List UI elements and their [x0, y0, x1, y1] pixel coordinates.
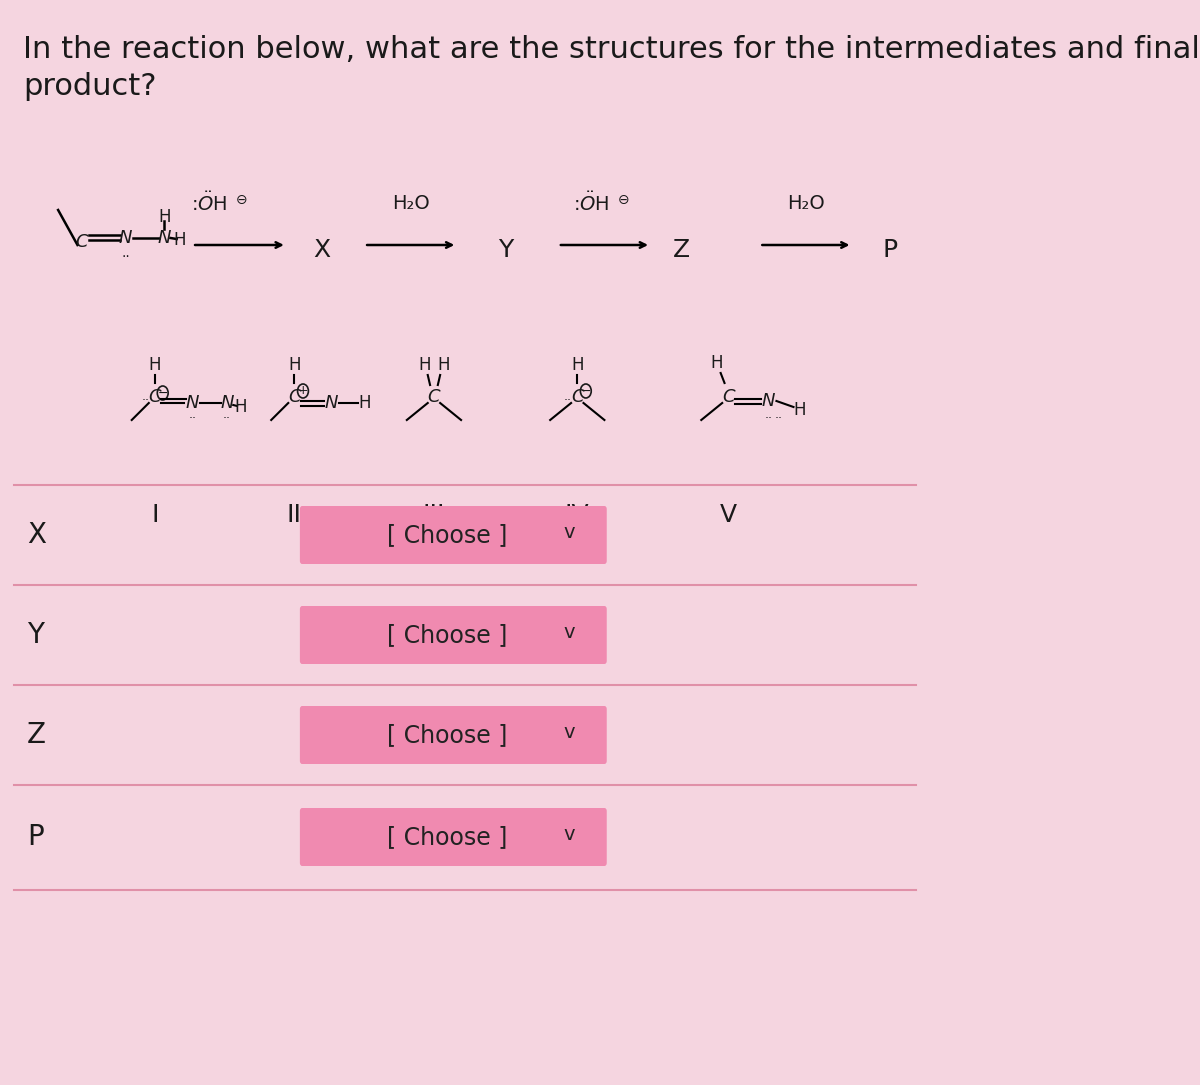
Text: V: V: [720, 503, 737, 527]
Text: product?: product?: [23, 72, 157, 101]
Text: C: C: [571, 388, 583, 406]
Text: [ Choose ]: [ Choose ]: [388, 723, 508, 746]
Text: C: C: [722, 388, 734, 406]
Text: H: H: [158, 208, 170, 226]
Text: IV: IV: [565, 503, 589, 527]
FancyBboxPatch shape: [300, 706, 607, 764]
Text: ..: ..: [564, 391, 572, 404]
Text: H: H: [571, 356, 583, 374]
Text: H₂O: H₂O: [392, 194, 430, 213]
Text: H: H: [174, 231, 186, 248]
Text: ..: ..: [121, 246, 130, 260]
Text: Y: Y: [498, 238, 512, 261]
Text: [ Choose ]: [ Choose ]: [388, 523, 508, 547]
Text: C: C: [76, 233, 88, 251]
Text: :$\ddot{O}$H: :$\ddot{O}$H: [572, 191, 610, 215]
Text: v: v: [564, 624, 575, 642]
Text: ..: ..: [142, 391, 150, 404]
Text: [ Choose ]: [ Choose ]: [388, 623, 508, 647]
Text: −: −: [581, 384, 592, 397]
Text: −: −: [157, 386, 168, 399]
Text: H: H: [358, 394, 371, 412]
Text: P: P: [882, 238, 898, 261]
Text: H₂O: H₂O: [787, 194, 824, 213]
Text: [ Choose ]: [ Choose ]: [388, 825, 508, 848]
Text: v: v: [564, 724, 575, 742]
Text: ⊖: ⊖: [235, 193, 247, 207]
Text: H: H: [288, 356, 301, 374]
Text: H: H: [419, 356, 431, 374]
Text: H: H: [710, 354, 724, 372]
Text: +: +: [298, 384, 308, 397]
Text: ..: ..: [764, 408, 773, 421]
Text: :$\ddot{O}$H: :$\ddot{O}$H: [191, 191, 228, 215]
Text: N: N: [186, 394, 199, 412]
Text: II: II: [287, 503, 302, 527]
Text: C: C: [427, 388, 440, 406]
Text: N: N: [221, 394, 234, 412]
Text: N: N: [157, 229, 172, 247]
FancyBboxPatch shape: [300, 808, 607, 866]
Text: P: P: [28, 824, 44, 851]
Text: Z: Z: [673, 238, 690, 261]
Text: ..: ..: [775, 408, 782, 421]
Text: H: H: [234, 398, 246, 416]
Text: H: H: [149, 356, 161, 374]
Text: Y: Y: [28, 621, 44, 649]
Text: Z: Z: [28, 722, 46, 749]
Text: v: v: [564, 826, 575, 844]
Text: N: N: [324, 394, 337, 412]
Text: In the reaction below, what are the structures for the intermediates and final: In the reaction below, what are the stru…: [23, 35, 1200, 64]
Text: N: N: [762, 392, 775, 410]
Text: H: H: [437, 356, 450, 374]
Text: ..: ..: [223, 408, 232, 421]
Text: v: v: [564, 523, 575, 542]
Text: X: X: [313, 238, 330, 261]
Text: ⊖: ⊖: [618, 193, 629, 207]
FancyBboxPatch shape: [300, 506, 607, 564]
Text: ..: ..: [188, 408, 196, 421]
Text: H: H: [793, 401, 806, 419]
Text: N: N: [119, 229, 132, 247]
Text: III: III: [422, 503, 445, 527]
Text: X: X: [28, 521, 46, 549]
Text: C: C: [149, 388, 161, 406]
Text: I: I: [151, 503, 158, 527]
FancyBboxPatch shape: [300, 607, 607, 664]
Text: C: C: [288, 388, 301, 406]
